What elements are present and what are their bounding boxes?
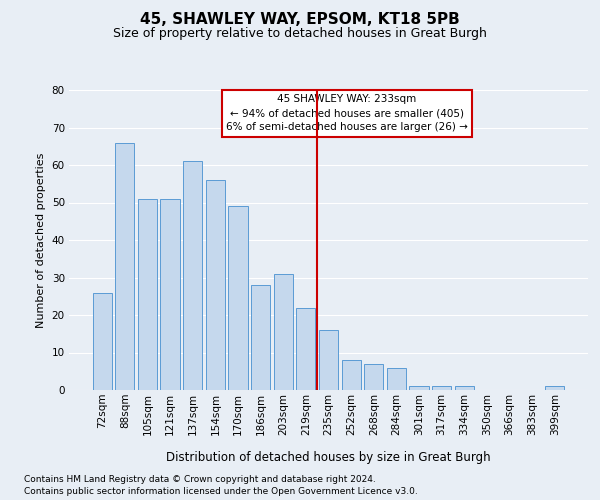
Y-axis label: Number of detached properties: Number of detached properties (36, 152, 46, 328)
Text: 45, SHAWLEY WAY, EPSOM, KT18 5PB: 45, SHAWLEY WAY, EPSOM, KT18 5PB (140, 12, 460, 28)
Bar (364, 364, 383, 390)
Bar (409, 386, 428, 390)
Text: 45 SHAWLEY WAY: 233sqm
← 94% of detached houses are smaller (405)
6% of semi-det: 45 SHAWLEY WAY: 233sqm ← 94% of detached… (226, 94, 467, 132)
Bar (92, 292, 112, 390)
Text: Size of property relative to detached houses in Great Burgh: Size of property relative to detached ho… (113, 28, 487, 40)
Text: Contains public sector information licensed under the Open Government Licence v3: Contains public sector information licen… (24, 486, 418, 496)
Bar (229, 206, 248, 390)
Bar (319, 330, 338, 390)
Bar (387, 368, 406, 390)
Bar (274, 274, 293, 390)
Bar (455, 386, 474, 390)
Bar (296, 308, 316, 390)
Bar (115, 142, 134, 390)
Bar (183, 161, 202, 390)
Bar (138, 198, 157, 390)
Bar (206, 180, 225, 390)
Bar (432, 386, 451, 390)
Text: Contains HM Land Registry data © Crown copyright and database right 2024.: Contains HM Land Registry data © Crown c… (24, 474, 376, 484)
Bar (341, 360, 361, 390)
Bar (251, 285, 270, 390)
Bar (545, 386, 565, 390)
Bar (160, 198, 180, 390)
Text: Distribution of detached houses by size in Great Burgh: Distribution of detached houses by size … (166, 451, 491, 464)
